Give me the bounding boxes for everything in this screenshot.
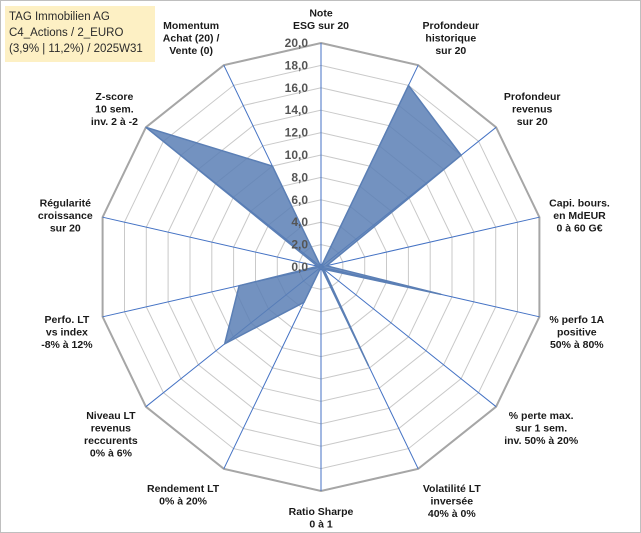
tick-label-4: 8,0 (291, 170, 308, 184)
axis-label-5-line-2: inv. 50% à 20% (504, 435, 579, 447)
axis-label-6-line-1: inversée (430, 495, 473, 507)
axis-label-9-line-3: 0% à 6% (90, 447, 133, 459)
data-point-9 (224, 343, 226, 345)
axis-label-5: % perte max. sur 1 sem. inv. 50% à 20% (504, 410, 579, 447)
axis-label-11-line-2: sur 20 (50, 222, 81, 234)
data-point-4 (440, 293, 442, 295)
tick-label-10: 20,0 (285, 36, 309, 50)
axis-label-2-line-1: revenus (512, 104, 552, 116)
axis-label-10-line-0: Perfo. LT (45, 314, 90, 326)
axis-label-4-line-1: positive (557, 327, 597, 339)
axis-label-8-line-1: 0% à 20% (159, 495, 208, 507)
axis-label-9-line-1: revenus (91, 422, 131, 434)
tick-label-9: 18,0 (285, 58, 309, 72)
axis-label-2-line-0: Profondeur (504, 91, 561, 103)
chart-title-box: TAG Immobilien AG C4_Actions / 2_EURO (3… (5, 6, 155, 62)
axis-label-10-line-2: -8% à 12% (41, 339, 93, 351)
axis-label-11: Régularité croissance sur 20 (38, 197, 93, 234)
axis-label-8: Rendement LT 0% à 20% (147, 483, 220, 508)
spoke-11 (102, 216, 322, 268)
axis-label-6-line-0: Volatilité LT (423, 483, 482, 495)
axis-label-12: Z-score 10 sem. inv. 2 à -2 (91, 91, 138, 128)
axis-label-9: Niveau LT revenus reccurents 0% à 6% (84, 410, 138, 460)
tick-label-2: 4,0 (291, 215, 308, 229)
axis-label-12-line-2: inv. 2 à -2 (91, 116, 138, 128)
axis-label-4: % perfo 1A positive 50% à 80% (549, 314, 604, 351)
tick-label-7: 14,0 (285, 103, 309, 117)
axis-label-13-line-2: Vente (0) (169, 45, 213, 57)
axis-label-2: Profondeur revenus sur 20 (504, 91, 561, 128)
axis-label-1-line-2: sur 20 (435, 45, 466, 57)
axis-label-9-line-0: Niveau LT (86, 410, 136, 422)
axis-label-3-line-0: Capi. bours. (549, 197, 610, 209)
axis-label-4-line-0: % perfo 1A (549, 314, 604, 326)
axis-label-1-line-1: historique (425, 33, 476, 45)
tick-label-1: 2,0 (291, 238, 308, 252)
axis-label-0-line-0: Note (309, 8, 332, 20)
axis-label-8-line-0: Rendement LT (147, 483, 220, 495)
axis-label-9-line-2: reccurents (84, 435, 138, 447)
axis-label-6: Volatilité LT inversée 40% à 0% (423, 483, 482, 520)
tick-label-8: 16,0 (285, 81, 309, 95)
data-point-10 (238, 285, 240, 287)
data-point-11 (317, 265, 319, 267)
data-point-3 (326, 265, 327, 267)
axis-label-1: Profondeur historique sur 20 (423, 20, 480, 57)
data-point-6 (368, 365, 370, 367)
axis-label-2-line-2: sur 20 (517, 116, 548, 128)
axis-label-7-line-0: Ratio Sharpe (289, 506, 354, 518)
axis-label-3-line-2: 0 à 60 G€ (556, 222, 602, 234)
axis-label-11-line-1: croissance (38, 210, 93, 222)
axis-label-4-line-2: 50% à 80% (550, 339, 604, 351)
axis-label-0-line-1: ESG sur 20 (293, 20, 349, 32)
data-point-7 (320, 266, 322, 268)
axis-label-7: Ratio Sharpe 0 à 1 (289, 506, 354, 531)
axis-label-12-line-0: Z-score (95, 91, 133, 103)
title-line-company: TAG Immobilien AG (9, 11, 110, 23)
title-line-category: C4_Actions / 2_EURO (9, 27, 124, 39)
radar-axis-labels: Note ESG sur 20 Profondeur historique sur 20… (38, 8, 610, 531)
data-point-13 (271, 165, 273, 167)
axis-label-10-line-1: vs index (46, 327, 88, 339)
spoke-5 (320, 266, 497, 408)
title-line-period: (3,9% | 11,2%) / 2025W31 (9, 43, 143, 55)
tick-label-0: 0,0 (291, 260, 308, 274)
radar-series (145, 83, 463, 367)
data-point-5 (323, 268, 325, 270)
axis-label-13-line-1: Achat (20) / (163, 33, 220, 45)
axis-label-5-line-1: sur 1 sem. (515, 422, 567, 434)
axis-label-0: Note ESG sur 20 (293, 8, 349, 33)
axis-label-6-line-2: 40% à 0% (428, 508, 477, 520)
axis-label-13: Momentum Achat (20) / Vente (0) (163, 20, 220, 57)
tick-label-6: 12,0 (285, 126, 309, 140)
tick-label-3: 6,0 (291, 193, 308, 207)
radar-tick-labels: 0,0 2,0 4,0 6,0 8,0 10,0 12,0 14,0 16,0 18,0 20,0 (285, 36, 309, 274)
spoke-3 (320, 216, 540, 268)
axis-label-12-line-1: 10 sem. (95, 104, 134, 116)
axis-label-3-line-1: en MdEUR (553, 210, 606, 222)
tick-label-5: 10,0 (285, 148, 309, 162)
data-point-1 (408, 84, 409, 86)
axis-label-5-line-0: % perte max. (509, 410, 574, 422)
axis-label-3: Capi. bours. en MdEUR 0 à 60 G€ (549, 197, 610, 234)
data-point-12 (145, 126, 147, 128)
axis-label-1-line-0: Profondeur (423, 20, 480, 32)
axis-label-11-line-0: Régularité (40, 197, 92, 209)
axis-label-13-line-0: Momentum (163, 20, 219, 32)
axis-label-10: Perfo. LT vs index -8% à 12% (41, 314, 93, 351)
data-point-2 (460, 154, 462, 156)
data-point-8 (303, 301, 305, 303)
axis-label-7-line-1: 0 à 1 (309, 519, 333, 531)
